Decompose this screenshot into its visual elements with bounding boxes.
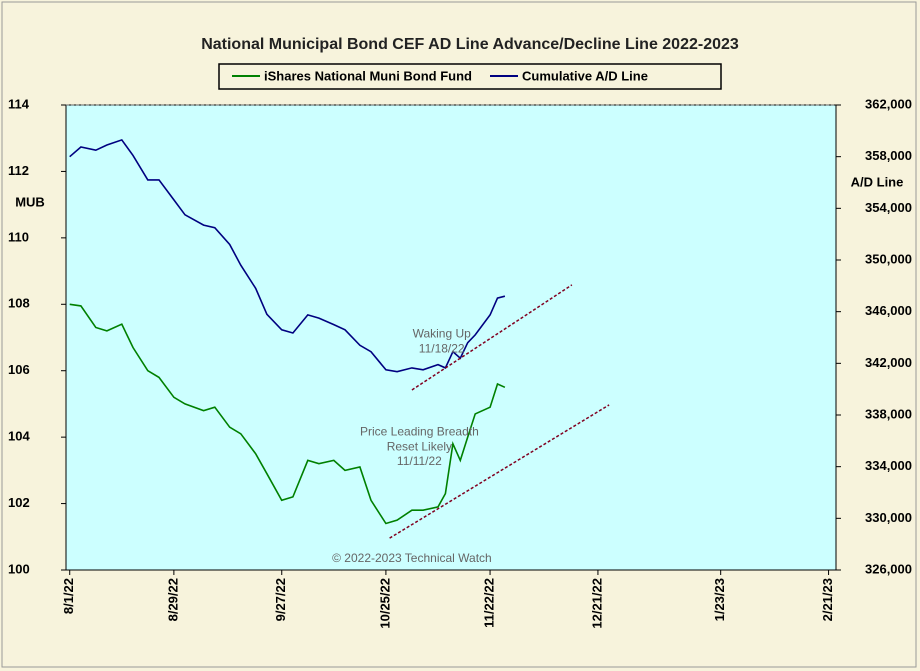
y-tick-label: 112: [8, 163, 29, 178]
annotation: Reset Likely: [387, 439, 452, 453]
y-tick-label: 100: [8, 561, 30, 576]
legend-label: Cumulative A/D Line: [522, 68, 648, 83]
annotation: Waking Up: [413, 326, 472, 340]
x-tick-label: 8/1/22: [61, 578, 76, 614]
trend-line: [411, 284, 573, 391]
x-tick-label: 2/21/23: [820, 578, 835, 621]
y-tick-label: 114: [8, 96, 30, 111]
legend-box: [218, 63, 722, 90]
annotation: 11/11/22: [397, 454, 442, 468]
series-line: [69, 138, 506, 373]
x-tick-label: 9/27/22: [273, 578, 288, 621]
legend-label: iShares National Muni Bond Fund: [264, 68, 472, 83]
y-tick-label: 108: [8, 296, 30, 311]
y-axis-label: MUB: [15, 194, 45, 209]
series-line: [69, 303, 506, 525]
y2-tick-label: 354,000: [865, 200, 912, 215]
y-tick-label: 102: [8, 495, 30, 510]
y2-tick-label: 346,000: [865, 303, 912, 318]
annotation: 11/18/22: [419, 341, 465, 355]
y2-axis-label: A/D Line: [851, 174, 904, 189]
annotation: © 2022-2023 Technical Watch: [332, 551, 492, 565]
y2-tick-label: 350,000: [865, 251, 912, 266]
y-tick-label: 110: [8, 229, 29, 244]
y2-tick-label: 358,000: [865, 148, 912, 163]
y2-tick-label: 330,000: [865, 510, 912, 525]
x-tick-label: 10/25/22: [377, 578, 392, 629]
y2-tick-label: 338,000: [865, 406, 912, 421]
annotation: Price Leading Breadth: [360, 424, 479, 438]
x-tick-label: 12/21/22: [589, 578, 604, 629]
y-tick-label: 106: [8, 362, 30, 377]
trend-line: [389, 404, 610, 539]
chart-title: National Municipal Bond CEF AD Line Adva…: [201, 36, 739, 53]
plot-area: [65, 104, 837, 571]
y2-tick-label: 342,000: [865, 355, 912, 370]
y2-tick-label: 334,000: [865, 458, 912, 473]
y2-tick-label: 362,000: [865, 96, 912, 111]
y-tick-label: 104: [8, 429, 30, 444]
y2-tick-label: 326,000: [865, 561, 912, 576]
x-tick-label: 8/29/22: [165, 578, 180, 621]
x-tick-label: 11/22/22: [481, 578, 496, 628]
x-tick-label: 1/23/23: [712, 578, 727, 621]
